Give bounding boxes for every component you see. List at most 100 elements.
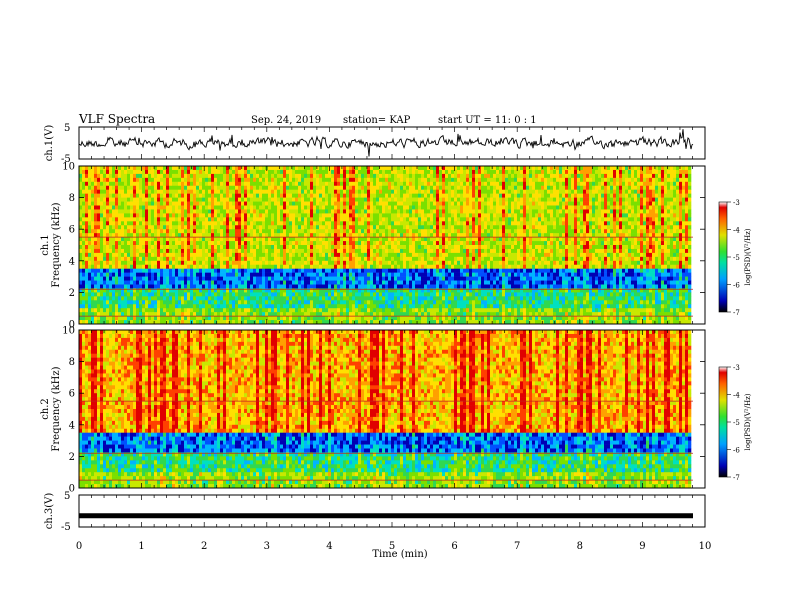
spec-cell xyxy=(280,264,284,269)
spec-cell xyxy=(301,225,305,230)
spec-cell xyxy=(280,252,284,258)
spec-cell xyxy=(211,288,215,293)
spec-cell xyxy=(130,304,134,309)
spec-cell xyxy=(127,272,131,277)
spec-cell xyxy=(208,252,212,258)
spec-cell xyxy=(400,221,404,226)
spec-cell xyxy=(253,316,257,321)
spec-cell xyxy=(79,209,83,214)
spec-cell xyxy=(286,300,290,305)
spec-cell xyxy=(394,248,398,254)
spec-cell xyxy=(361,256,365,262)
spec-cell xyxy=(79,264,83,269)
spec-cell xyxy=(88,276,92,281)
spec-cell xyxy=(229,248,233,254)
spec-cell xyxy=(211,268,215,273)
spec-cell xyxy=(283,189,287,194)
spec-cell xyxy=(262,229,266,234)
spec-cell xyxy=(127,276,131,281)
spec-cell xyxy=(361,181,365,187)
spec-cell xyxy=(151,237,155,242)
spec-cell xyxy=(184,304,188,309)
spec-cell xyxy=(79,205,83,210)
spec-cell xyxy=(298,292,302,297)
spec-cell xyxy=(328,189,332,194)
spec-cell xyxy=(271,205,275,210)
spec-cell xyxy=(160,205,164,210)
spec-cell xyxy=(157,300,161,305)
spec-cell xyxy=(169,189,173,194)
spec-cell xyxy=(427,296,431,301)
spec-cell xyxy=(427,205,431,210)
spec-cell xyxy=(136,264,140,269)
spec-cell xyxy=(211,241,215,246)
spec-cell xyxy=(202,276,206,281)
spec-cell xyxy=(421,189,425,194)
spec-cell xyxy=(145,320,149,325)
spec-cell xyxy=(283,268,287,273)
spec-cell xyxy=(124,245,128,250)
spec-cell xyxy=(283,280,287,285)
spec-cell xyxy=(355,229,359,234)
spec-cell xyxy=(295,233,299,238)
spec-cell xyxy=(274,248,278,254)
spec-cell xyxy=(220,181,224,187)
spec-cell xyxy=(88,292,92,297)
spec-cell xyxy=(412,252,416,258)
spec-cell xyxy=(373,264,377,269)
spec-cell xyxy=(124,181,128,187)
spec-cell xyxy=(448,185,452,190)
spec-cell xyxy=(127,245,131,250)
spec-cell xyxy=(400,316,404,321)
spec-cell xyxy=(94,225,98,230)
spec-cell xyxy=(388,201,392,206)
spec-cell xyxy=(427,316,431,321)
spec-cell xyxy=(307,272,311,277)
spec-cell xyxy=(97,213,101,218)
spec-cell xyxy=(241,181,245,187)
spec-cell xyxy=(418,225,422,230)
spec-cell xyxy=(118,245,122,250)
spec-cell xyxy=(157,320,161,325)
spec-cell xyxy=(295,296,299,301)
spec-cell xyxy=(157,225,161,230)
spec-cell xyxy=(91,205,95,210)
spec-cell xyxy=(397,260,401,266)
spec-cell xyxy=(217,284,221,289)
spec-cell xyxy=(289,260,293,266)
spec-cell xyxy=(124,284,128,289)
spec-cell xyxy=(130,166,134,171)
spec-cell xyxy=(307,221,311,226)
spec-cell xyxy=(280,320,284,325)
spec-cell xyxy=(256,213,260,218)
spec-cell xyxy=(358,296,362,301)
spec-cell xyxy=(115,233,119,238)
spec-cell xyxy=(394,166,398,171)
spec-cell xyxy=(226,276,230,281)
spec-cell xyxy=(244,300,248,305)
spec-cell xyxy=(388,256,392,262)
spec-cell xyxy=(394,229,398,234)
spec-cell xyxy=(307,248,311,254)
spec-cell xyxy=(130,320,134,325)
spec-cell xyxy=(265,189,269,194)
spec-cell xyxy=(205,169,209,175)
spec-cell xyxy=(346,189,350,194)
spec-cell xyxy=(283,304,287,309)
spec-cell xyxy=(436,288,440,293)
spec-cell xyxy=(193,169,197,175)
spec-cell xyxy=(223,173,227,179)
spec-cell xyxy=(277,320,281,325)
spec-cell xyxy=(274,272,278,277)
spec-cell xyxy=(397,221,401,226)
spec-cell xyxy=(373,276,377,281)
spec-cell xyxy=(163,241,167,246)
spec-cell xyxy=(436,272,440,277)
spec-cell xyxy=(415,284,419,289)
spec-cell xyxy=(367,185,371,190)
spec-cell xyxy=(337,288,341,293)
spec-cell xyxy=(298,177,302,183)
spec-cell xyxy=(259,241,263,246)
spec-cell xyxy=(82,177,86,183)
